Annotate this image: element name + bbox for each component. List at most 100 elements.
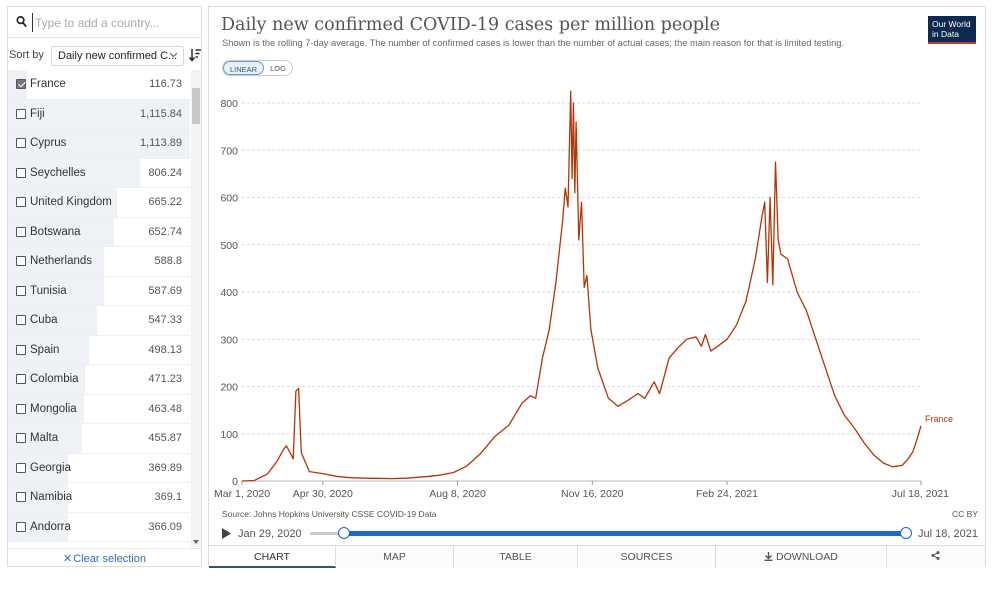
country-name: Cyprus [30,137,67,149]
country-value-bar [8,129,190,158]
country-row[interactable]: Colombia 471.23 [8,365,190,395]
country-checkbox[interactable] [16,167,26,178]
x-tick-label: Nov 16, 2020 [561,488,624,499]
owid-logo[interactable]: Our World in Data [928,16,976,44]
country-row[interactable]: Spain 498.13 [8,335,190,365]
tab-map[interactable]: MAP [336,546,454,568]
country-row[interactable]: Andorra 366.09 [8,512,190,542]
scale-toggle: LINEAR LOG [222,60,293,76]
timeline-range[interactable] [344,531,906,536]
country-row[interactable]: Namibia 369.1 [8,483,190,513]
country-row[interactable]: Mongolia 463.48 [8,394,190,424]
timeline-end-date: Jul 18, 2021 [918,528,978,540]
search-box [8,7,201,38]
tab-table-label: TABLE [499,551,532,563]
country-name: Cuba [30,314,58,326]
country-value: 665.22 [148,196,182,208]
country-name: Andorra [30,520,71,533]
country-row[interactable]: Malta 455.87 [8,424,190,454]
country-checkbox[interactable] [16,492,26,502]
country-checkbox[interactable] [16,462,26,473]
search-input[interactable] [32,13,192,32]
play-icon[interactable] [222,528,231,539]
y-tick-label: 300 [220,334,238,346]
x-tick-label: Jul 18, 2021 [892,488,949,499]
country-checkbox[interactable] [16,403,26,414]
x-tick-label: Mar 1, 2020 [214,488,270,499]
country-name: France [30,78,66,90]
country-row[interactable]: France 116.73 [8,70,190,100]
timeline: Jan 29, 2020 Jul 18, 2021 [209,524,985,542]
country-checkbox[interactable] [16,433,26,443]
country-checkbox[interactable] [16,256,26,266]
series-line-france [241,90,922,482]
country-checkbox[interactable] [16,521,26,532]
country-checkbox[interactable] [16,226,26,237]
source-note: Source: Johns Hopkins University CSSE CO… [222,509,437,519]
country-name: Netherlands [30,255,93,267]
scale-linear-button[interactable]: LINEAR [223,61,265,75]
country-list: France 116.73 Fiji 1,115.84 Cyprus 1,113.89 Se… [8,70,190,547]
country-name: Mongolia [30,402,77,415]
x-tick-label: Feb 24, 2021 [696,488,758,499]
clear-selection-button[interactable]: ✕Clear selection [8,548,201,567]
country-row[interactable]: Cuba 547.33 [8,306,190,336]
country-row[interactable]: Cyprus 1,113.89 [8,129,190,159]
x-tick-label: Aug 8, 2020 [429,488,486,499]
country-row[interactable]: Georgia 369.89 [8,453,190,483]
tab-table[interactable]: TABLE [454,546,578,568]
series-label: France [925,414,953,424]
sort-by-select[interactable]: Daily new confirmed C... [51,46,184,66]
chart-subtitle: Shown is the rolling 7-day average. The … [222,38,845,48]
list-scrollbar[interactable] [191,70,201,547]
timeline-end-handle[interactable] [900,527,912,539]
country-checkbox[interactable] [16,374,26,384]
license-note[interactable]: CC BY [952,509,978,519]
y-tick-label: 800 [220,98,238,110]
country-value: 652.74 [148,225,182,238]
country-value: 116.73 [149,78,182,90]
country-row[interactable]: Netherlands 588.8 [8,247,190,277]
country-checkbox[interactable] [16,285,26,296]
sort-row: Sort by Daily new confirmed C... [8,45,201,67]
clear-selection-label: Clear selection [73,553,146,565]
country-checkbox[interactable] [16,108,26,119]
tab-sources[interactable]: SOURCES [578,546,716,568]
country-row[interactable]: Botswana 652.74 [8,217,190,247]
y-tick-label: 400 [220,287,238,299]
sort-label: Sort by [9,49,44,61]
country-value-bar [8,158,140,187]
country-checkbox[interactable] [16,315,26,325]
country-checkbox[interactable] [16,197,26,207]
country-name: Colombia [30,373,79,385]
timeline-start-handle[interactable] [338,527,350,539]
country-checkbox[interactable] [16,79,26,89]
line-chart: 0 100 200 300 400 500 600 700 800 Mar 1, 2020 Apr … [214,90,953,499]
sort-order-icon[interactable] [189,48,201,62]
country-name: Tunisia [30,284,67,297]
tab-download[interactable]: DOWNLOAD [716,546,887,568]
country-checkbox[interactable] [16,138,26,148]
tab-download-label: DOWNLOAD [776,551,838,563]
y-tick-label: 100 [220,429,238,441]
country-value: 547.33 [148,314,182,326]
country-row[interactable]: Tunisia 587.69 [8,276,190,306]
country-value: 366.09 [148,520,182,533]
country-value: 498.13 [148,343,182,356]
country-value-bar [8,99,190,128]
country-row[interactable]: Fiji 1,115.84 [8,99,190,129]
country-value: 463.48 [148,402,182,415]
country-checkbox[interactable] [16,344,26,355]
scale-log-button[interactable]: LOG [270,64,286,73]
share-button[interactable] [887,546,983,568]
scroll-down-arrow-icon[interactable] [193,539,199,545]
tab-chart[interactable]: CHART [209,546,336,568]
y-tick-label: 0 [232,476,238,488]
list-scroll-thumb[interactable] [192,88,200,124]
chart-panel: Daily new confirmed COVID-19 cases per m… [208,6,986,568]
y-tick-label: 600 [220,193,238,205]
country-row[interactable]: Seychelles 806.24 [8,158,190,188]
country-row[interactable]: United Kingdom 665.22 [8,188,190,218]
country-value: 369.1 [154,491,182,503]
country-value: 1,115.84 [139,107,182,120]
